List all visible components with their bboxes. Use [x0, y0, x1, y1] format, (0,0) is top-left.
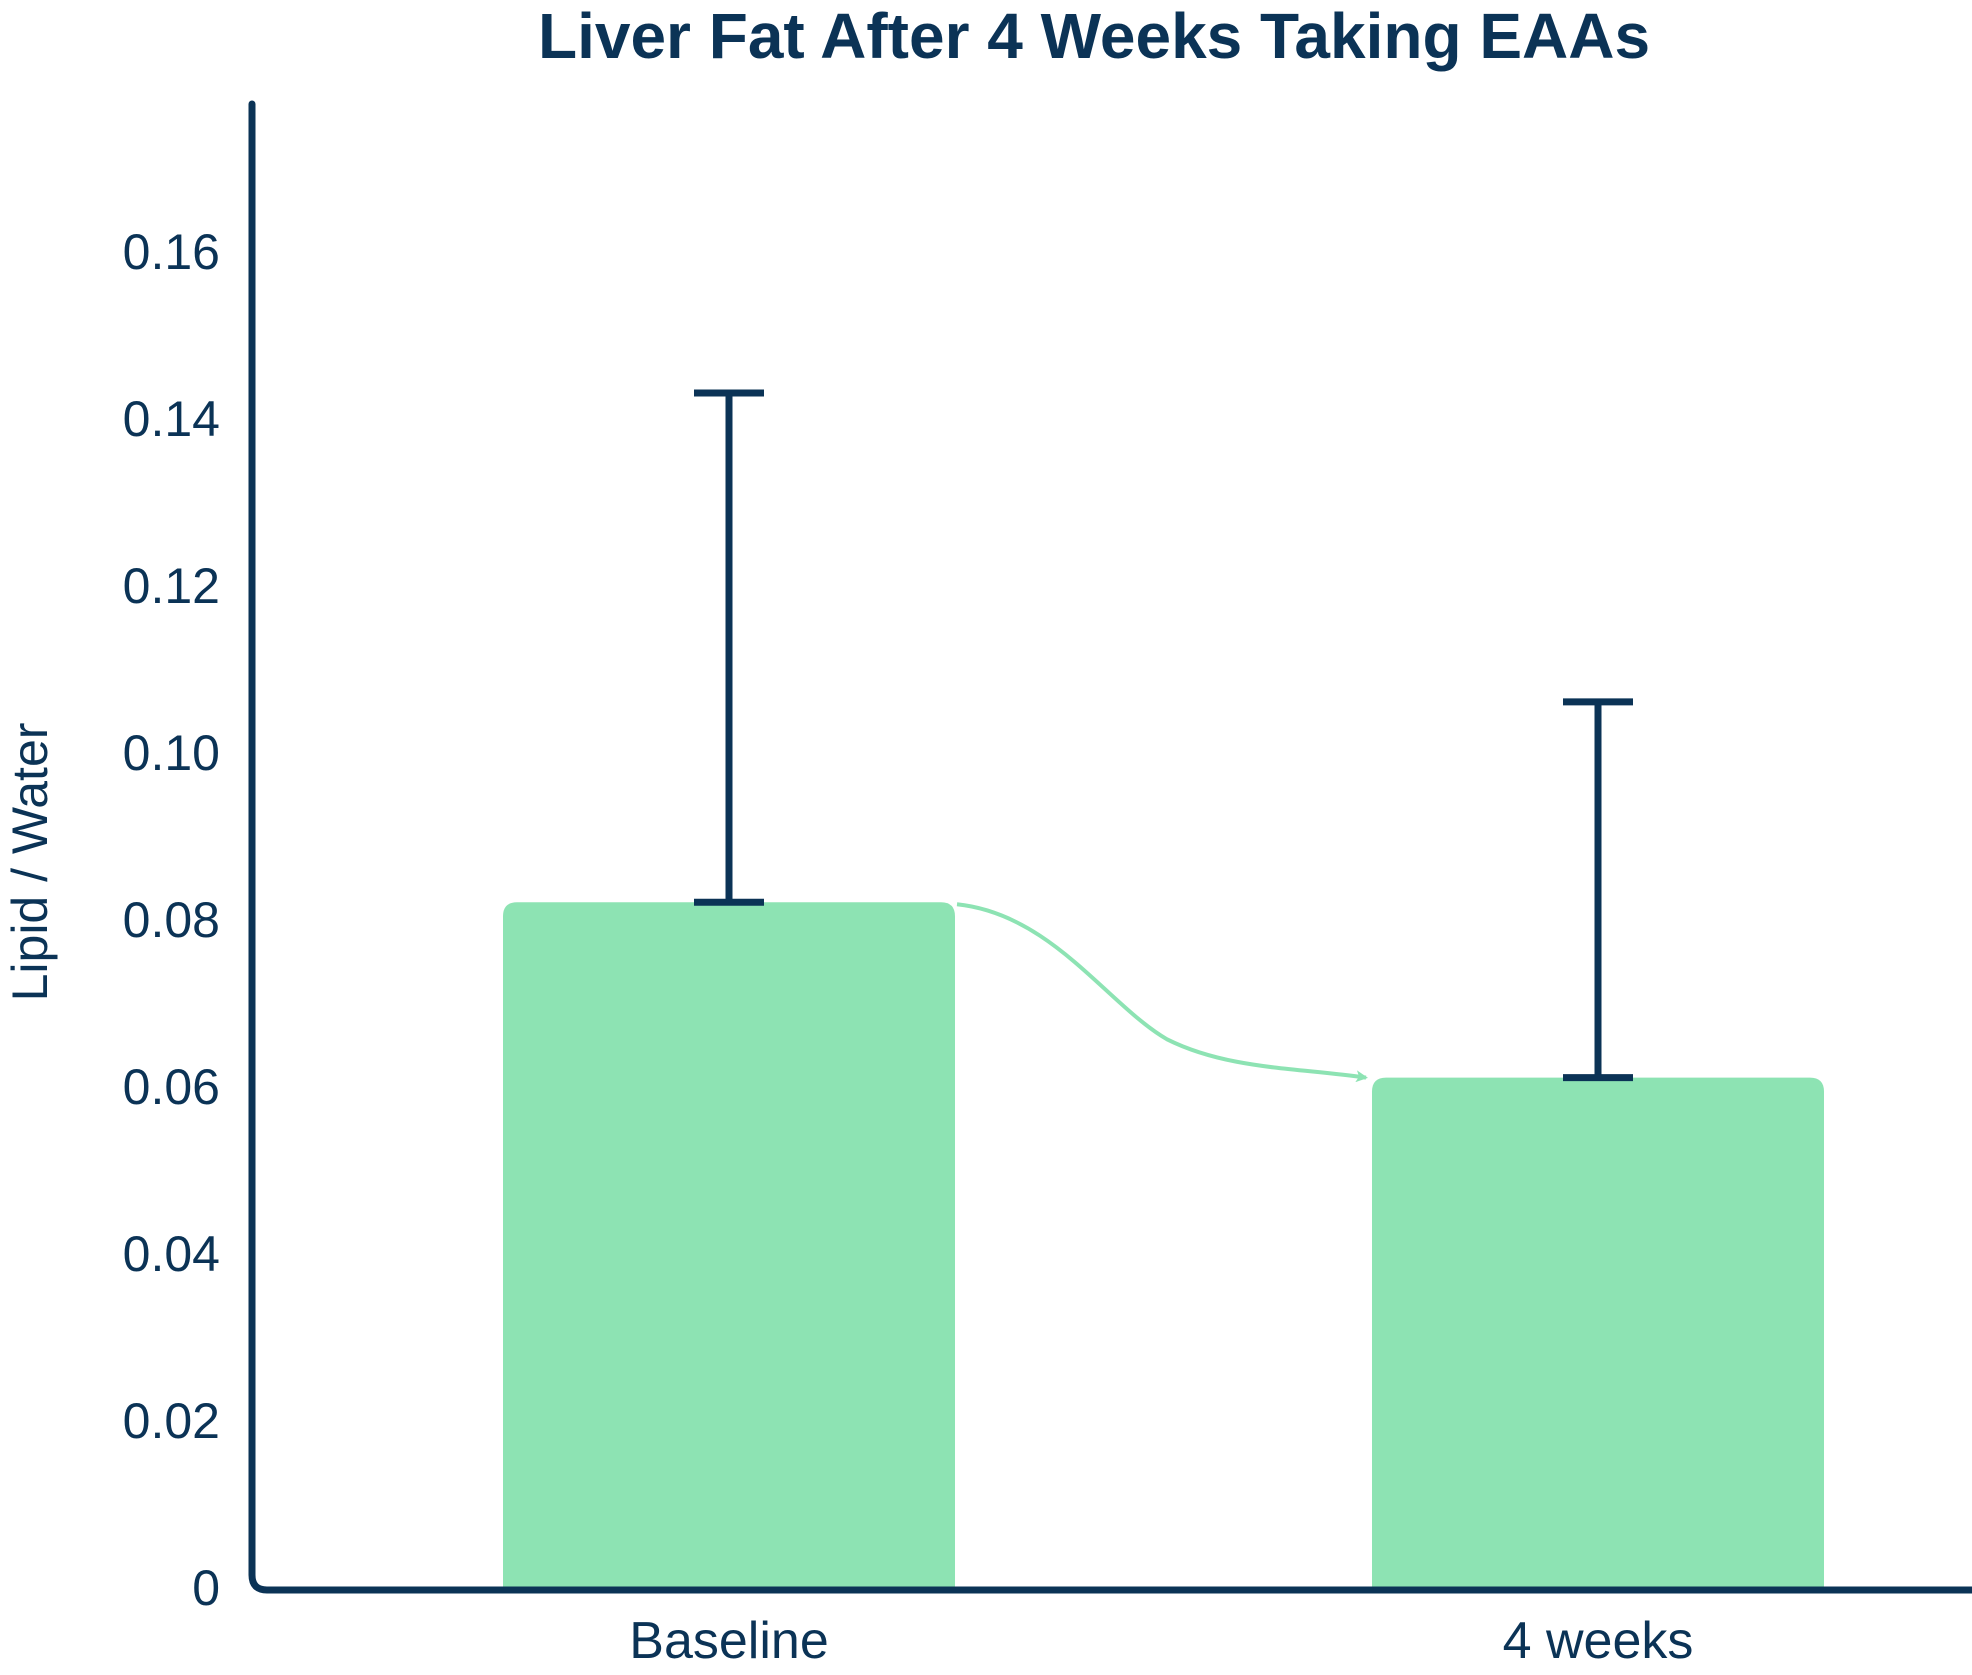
y-tick-label: 0.06 — [123, 1059, 220, 1115]
x-tick-label: 4 weeks — [1503, 1612, 1694, 1670]
bars — [503, 902, 1824, 1588]
chart-title: Liver Fat After 4 Weeks Taking EAAs — [538, 0, 1650, 72]
x-tick-labels: Baseline 4 weeks — [629, 1612, 1693, 1670]
axes — [248, 100, 1972, 1594]
y-tick-label: 0.08 — [123, 892, 220, 948]
y-axis-label: Lipid / Water — [2, 723, 58, 1002]
annotation-arrows — [956, 902, 1368, 1083]
x-tick-label: Baseline — [629, 1612, 828, 1670]
bar-4-weeks — [1372, 1077, 1824, 1588]
y-tick-label: 0.10 — [123, 725, 220, 781]
error-bars — [694, 389, 1633, 1082]
y-tick-label: 0.02 — [123, 1393, 220, 1449]
y-tick-label: 0 — [192, 1560, 220, 1616]
y-tick-label: 0.16 — [123, 224, 220, 280]
bar-baseline — [503, 902, 955, 1588]
decrease-arrow — [956, 902, 1368, 1083]
y-tick-labels: 0 0.02 0.04 0.06 0.08 0.10 0.12 0.14 0.16 — [123, 224, 220, 1616]
y-tick-label: 0.14 — [123, 391, 220, 447]
y-tick-label: 0.04 — [123, 1226, 220, 1282]
y-tick-label: 0.12 — [123, 558, 220, 614]
